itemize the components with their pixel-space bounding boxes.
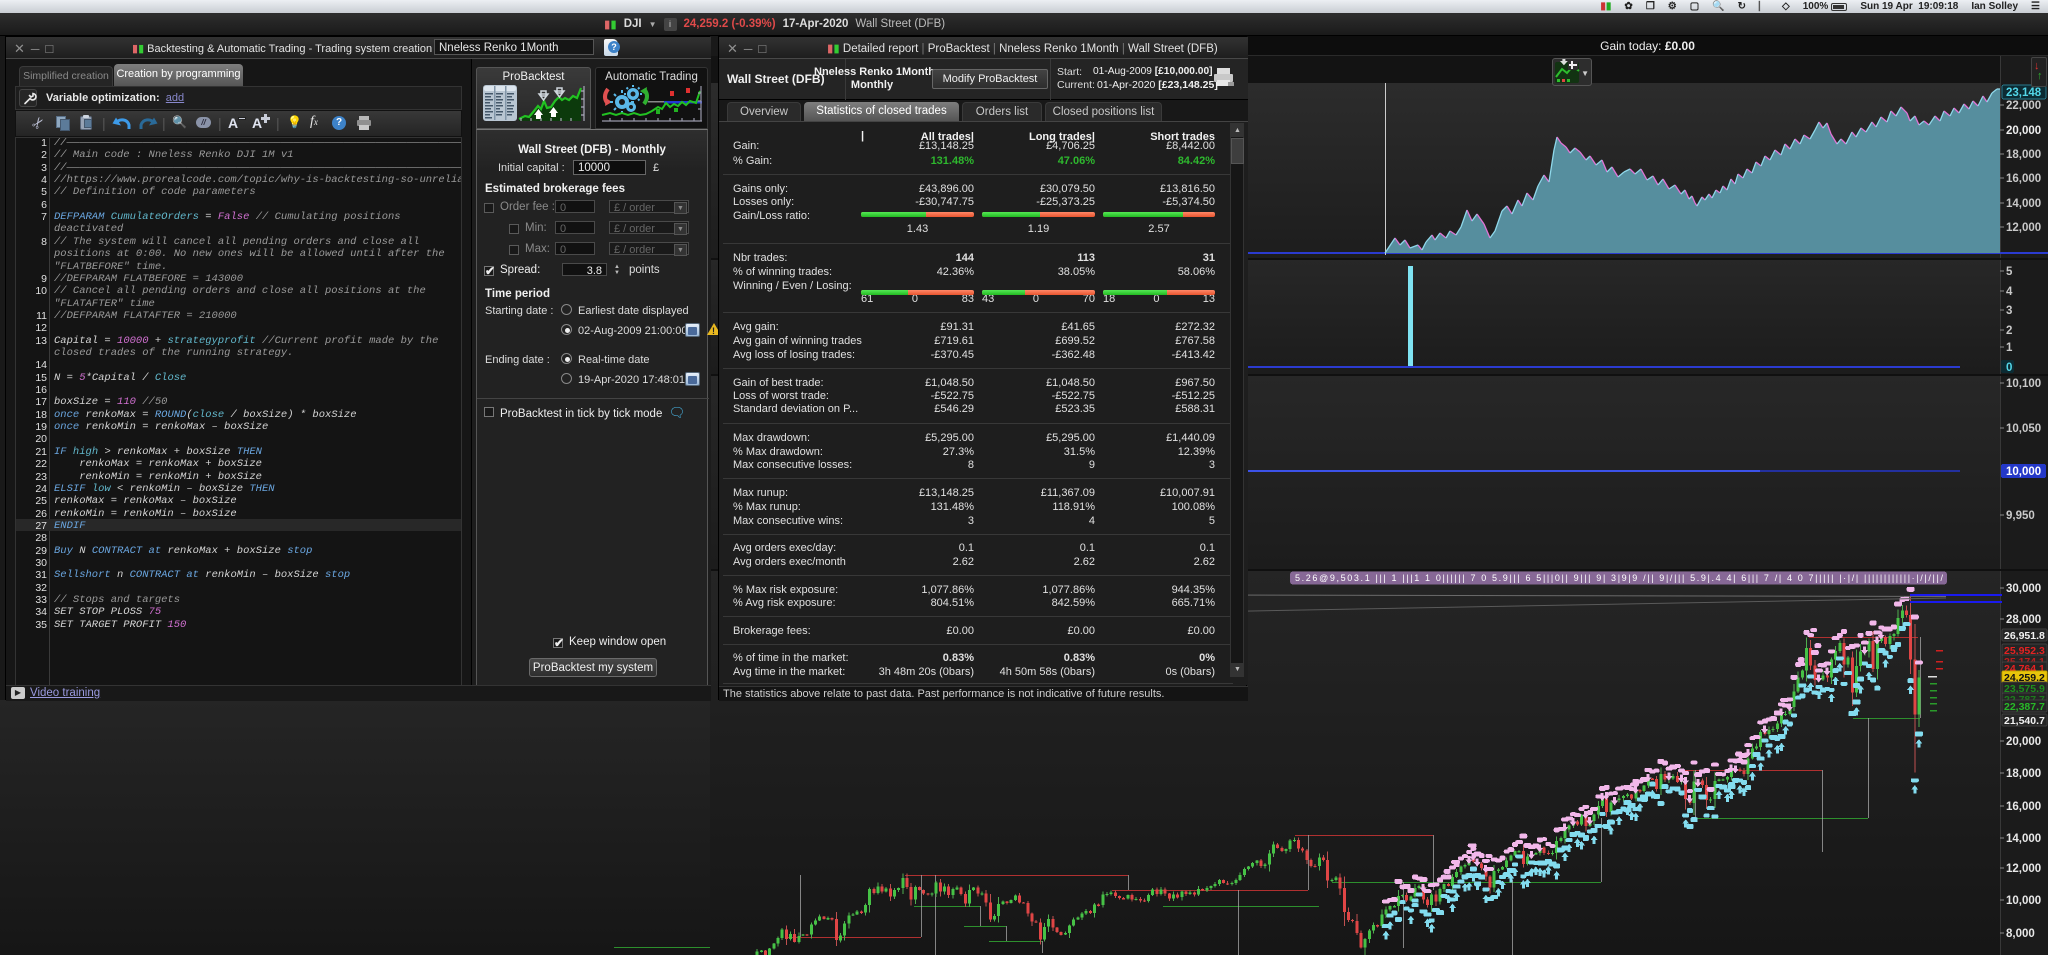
svg-text:30,000: 30,000	[2006, 583, 2041, 595]
svg-text:9,950: 9,950	[2006, 510, 2035, 522]
svg-text:8,000: 8,000	[2006, 928, 2035, 940]
svg-text:16,000: 16,000	[2006, 801, 2041, 813]
svg-text:4: 4	[2006, 286, 2013, 298]
svg-text:20,000: 20,000	[2006, 125, 2041, 137]
svg-text:28,000: 28,000	[2006, 614, 2041, 626]
svg-text:26,951.8: 26,951.8	[2004, 630, 2045, 642]
svg-text:16,000: 16,000	[2006, 173, 2041, 185]
svg-text:12,000: 12,000	[2006, 222, 2041, 234]
svg-text:22,387.7: 22,387.7	[2004, 701, 2045, 713]
svg-text:10,000: 10,000	[2006, 466, 2041, 478]
svg-text:3: 3	[2006, 305, 2012, 317]
svg-text:21,540.7: 21,540.7	[2004, 715, 2045, 727]
svg-text:0: 0	[2006, 362, 2012, 374]
svg-text:25,952.3: 25,952.3	[2004, 645, 2045, 657]
svg-text:18,000: 18,000	[2006, 149, 2041, 161]
svg-text:5: 5	[2006, 266, 2013, 278]
svg-text:14,000: 14,000	[2006, 833, 2041, 845]
svg-text:14,000: 14,000	[2006, 198, 2041, 210]
svg-text:23,148: 23,148	[2006, 87, 2042, 99]
svg-text:20,000: 20,000	[2006, 736, 2041, 748]
svg-text:23,575.9: 23,575.9	[2004, 683, 2045, 695]
svg-text:10,050: 10,050	[2006, 423, 2041, 435]
svg-text:1: 1	[2006, 342, 2013, 354]
svg-text:12,000: 12,000	[2006, 863, 2041, 875]
svg-text:22,000: 22,000	[2006, 100, 2041, 112]
svg-text:10,100: 10,100	[2006, 378, 2041, 390]
svg-text:2: 2	[2006, 325, 2012, 337]
svg-text:10,000: 10,000	[2006, 895, 2041, 907]
svg-text:18,000: 18,000	[2006, 768, 2041, 780]
svg-text:5.26@9,503.1 ||| 1 |||1 1 0|||: 5.26@9,503.1 ||| 1 |||1 1 0|||||| 7 0 5.…	[1295, 573, 1943, 583]
svg-text:24,259.2: 24,259.2	[2004, 672, 2045, 684]
